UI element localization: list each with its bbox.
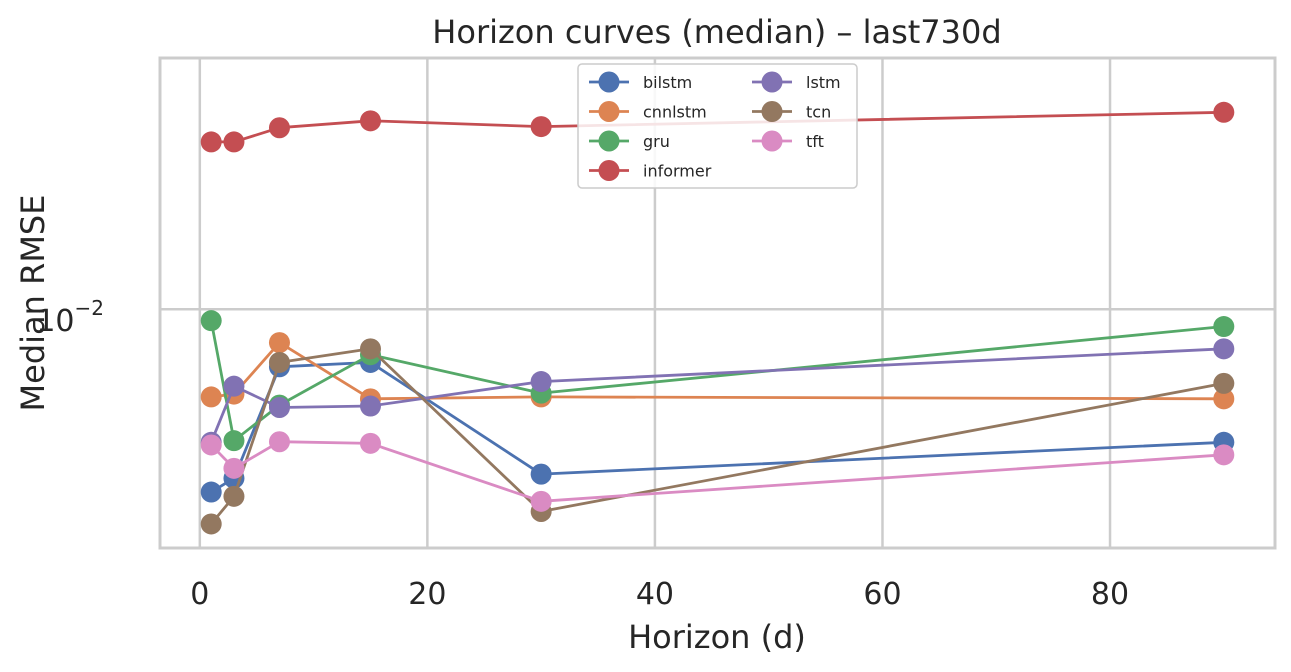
data-point-bilstm: [530, 463, 552, 485]
data-point-informer: [530, 116, 552, 138]
x-tick-label: 0: [190, 577, 209, 612]
legend-label: gru: [643, 132, 670, 151]
data-point-informer: [1213, 101, 1235, 123]
data-point-informer: [268, 117, 290, 139]
y-axis-label: Median RMSE: [14, 195, 52, 412]
series-cnnlstm: [200, 332, 1235, 410]
x-tick-label: 40: [636, 577, 674, 612]
data-point-tcn: [223, 485, 245, 507]
data-point-tft: [530, 490, 552, 512]
data-point-tcn: [268, 351, 290, 373]
data-point-gru: [1213, 316, 1235, 338]
legend-item-informer: informer: [589, 160, 712, 181]
series-layer: [200, 101, 1235, 535]
series-gru: [200, 310, 1235, 452]
legend-box: [577, 63, 858, 189]
data-point-informer: [223, 131, 245, 153]
legend-marker: [598, 130, 620, 152]
x-axis-label: Horizon (d): [628, 618, 806, 656]
legend-marker: [761, 101, 783, 122]
legend-marker: [598, 101, 620, 122]
x-tick-label: 80: [1091, 577, 1129, 612]
data-point-tft: [1213, 444, 1235, 466]
data-point-lstm: [1213, 338, 1235, 360]
x-tick-label: 60: [863, 577, 901, 612]
legend-label: cnnlstm: [643, 103, 707, 122]
data-point-bilstm: [200, 481, 222, 503]
data-point-lstm: [268, 397, 290, 419]
data-point-gru: [200, 310, 222, 332]
plot-frame: [158, 56, 1277, 550]
y-ticks: 10−2: [36, 296, 104, 339]
data-point-informer: [200, 131, 222, 153]
data-point-tft: [200, 434, 222, 456]
y-tick-label: 10−2: [36, 296, 104, 339]
legend-item-lstm: lstm: [752, 71, 841, 93]
x-ticks: 0 20 40 60 80: [190, 577, 1129, 612]
legend-label: lstm: [806, 73, 841, 92]
data-point-tft: [268, 431, 290, 453]
legend-item-cnnlstm: cnnlstm: [589, 101, 707, 122]
series-tft: [200, 431, 1235, 512]
data-point-lstm: [530, 371, 552, 393]
legend-label: informer: [643, 162, 712, 181]
series-line-gru: [209, 320, 1224, 443]
data-point-tcn: [200, 513, 222, 535]
legend-marker: [598, 160, 620, 181]
data-point-informer: [359, 110, 381, 132]
series-line-bilstm: [210, 360, 1224, 494]
data-point-lstm: [223, 375, 245, 397]
data-point-cnnlstm: [268, 332, 290, 354]
series-tcn: [200, 338, 1235, 535]
data-point-tcn: [359, 338, 381, 360]
series-lstm: [200, 338, 1235, 453]
legend-marker: [761, 130, 783, 152]
legend-label: tcn: [806, 103, 831, 122]
legend-label: bilstm: [643, 73, 692, 92]
data-point-lstm: [359, 395, 381, 417]
legend-marker: [598, 71, 620, 93]
data-point-tft: [359, 432, 381, 454]
data-point-tcn: [1213, 372, 1235, 394]
legend-item-tcn: tcn: [752, 101, 831, 122]
data-point-gru: [223, 430, 245, 452]
legend-label: tft: [806, 132, 824, 151]
legend-item-tft: tft: [752, 130, 824, 152]
data-point-cnnlstm: [1213, 388, 1235, 410]
legend: bilstm cnnlstm gru informer lstm tcn tft: [577, 63, 858, 189]
legend-marker: [761, 71, 783, 93]
data-point-cnnlstm: [200, 386, 222, 408]
legend-item-bilstm: bilstm: [589, 71, 692, 93]
data-point-tft: [223, 457, 245, 479]
x-tick-label: 20: [408, 577, 446, 612]
chart-title: Horizon curves (median) – last730d: [432, 13, 1001, 51]
legend-item-gru: gru: [589, 130, 670, 152]
